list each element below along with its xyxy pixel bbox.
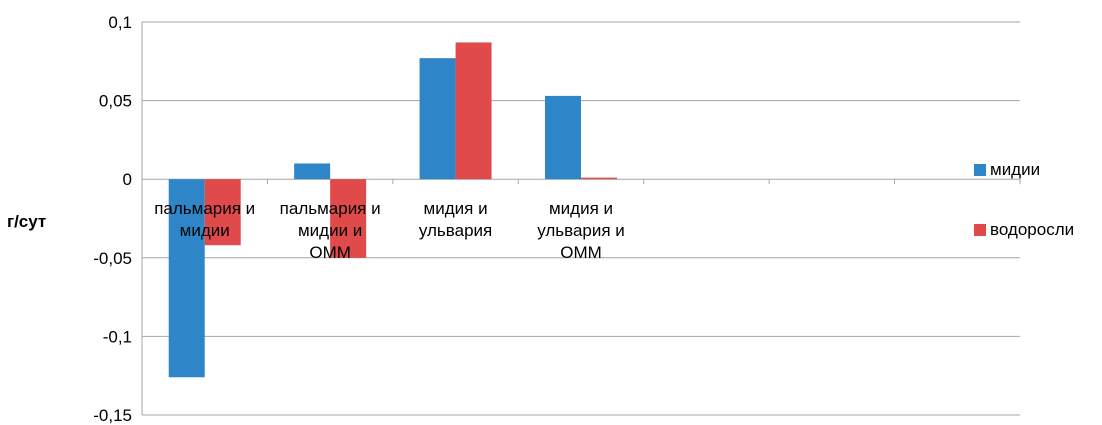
y-tick-label: -0,15 — [93, 406, 132, 425]
category-label: пальмария и мидии — [154, 199, 255, 240]
category-label: мидия и ульвария и ОММ — [537, 199, 625, 262]
legend-swatch — [974, 164, 986, 176]
legend-label: мидии — [990, 160, 1040, 179]
y-tick-label: 0 — [123, 170, 132, 189]
legend: мидии водоросли — [974, 160, 1074, 239]
bar-midii — [294, 163, 331, 180]
bars — [168, 42, 617, 378]
y-tick-label: 0,05 — [99, 92, 132, 111]
y-tick-label: -0,05 — [93, 249, 132, 268]
y-tick-label: -0,1 — [103, 327, 132, 346]
legend-swatch — [974, 224, 986, 236]
bar-vodorosli — [455, 42, 492, 180]
bar-midii — [545, 95, 581, 180]
y-tick-labels: 0,1 0,05 0 -0,05 -0,1 -0,15 — [93, 13, 132, 425]
axes — [141, 22, 1021, 415]
bar-vodorosli — [204, 179, 241, 246]
bar-vodorosli — [330, 179, 367, 258]
category-label: мидия и ульвария — [419, 199, 492, 240]
y-axis-label: г/сут — [7, 212, 46, 231]
bar-midii — [168, 179, 205, 378]
legend-label: водоросли — [990, 220, 1074, 239]
category-label: пальмария и мидии и ОММ — [280, 199, 381, 262]
bar-midii — [419, 58, 456, 180]
category-labels: пальмария и мидии пальмария и мидии и ОММ мид… — [154, 199, 625, 262]
gridlines — [142, 21, 1020, 416]
bar-vodorosli — [581, 177, 617, 180]
y-tick-label: 0,1 — [108, 13, 132, 32]
